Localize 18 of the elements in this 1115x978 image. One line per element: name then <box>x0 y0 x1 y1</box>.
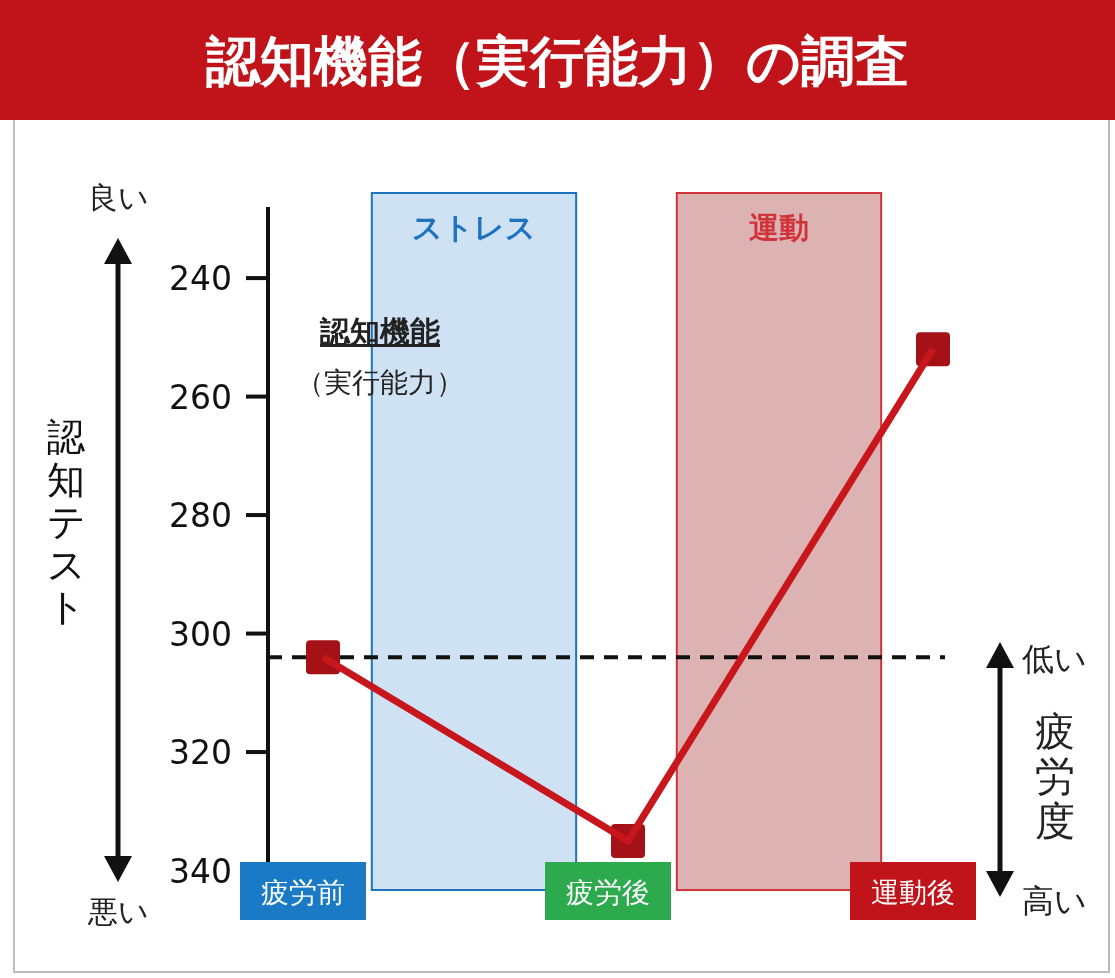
x-tick-label: 疲労後 <box>566 876 650 909</box>
text: 良い <box>87 180 149 215</box>
chart-title: 認知機能（実行能力）の調査 <box>204 30 909 93</box>
y-axis-title: 認知テスト <box>46 415 86 630</box>
y-tick-label: 340 <box>169 851 232 891</box>
x-tick-label: 疲労前 <box>261 876 345 909</box>
y-tick-label: 240 <box>169 259 232 299</box>
text: 悪い <box>86 894 149 929</box>
y-tick-label: 300 <box>169 614 232 654</box>
text: 低い <box>1022 640 1087 678</box>
band-label: ストレス <box>411 210 536 245</box>
text: 高い <box>1022 882 1087 920</box>
text: 疲労度 <box>1035 708 1075 844</box>
band-label: 運動 <box>748 210 809 245</box>
x-tick-label: 運動後 <box>871 876 955 909</box>
y-tick-label: 280 <box>169 496 232 536</box>
y-tick-label: 320 <box>169 733 232 773</box>
y-tick-label: 260 <box>169 377 232 417</box>
